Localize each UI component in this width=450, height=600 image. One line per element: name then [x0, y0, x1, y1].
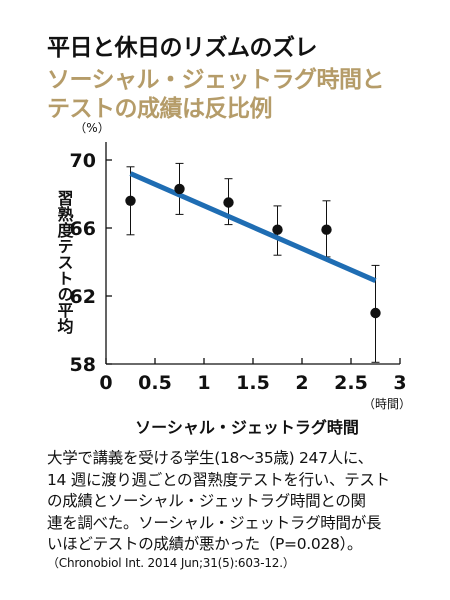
- y-axis-title: 習熟度テストの平均: [55, 190, 74, 335]
- page-subtitle: ソーシャル・ジェットラグ時間と テストの成績は反比例: [47, 66, 385, 124]
- y-tick-label: 66: [70, 218, 96, 240]
- data-point: [321, 224, 332, 235]
- data-points: [125, 183, 381, 319]
- error-bars: [126, 162, 380, 363]
- y-tick-label: 62: [70, 286, 96, 308]
- page-title: 平日と休日のリズムのズレ: [47, 35, 318, 61]
- subtitle-line-2: テストの成績は反比例: [47, 96, 273, 122]
- x-axis-title: ソーシャル・ジェットラグ時間: [135, 418, 359, 437]
- citation: （Chronobiol Int. 2014 Jun;31(5):603-12.）: [47, 556, 295, 570]
- x-tick-label: 1: [197, 372, 210, 394]
- subtitle-line-1: ソーシャル・ジェットラグ時間と: [47, 67, 385, 93]
- x-tick-label: 2.5: [334, 372, 368, 394]
- data-point: [272, 224, 283, 235]
- x-ticks: 0 0.5 1 1.5 2 2.5 3: [99, 358, 407, 394]
- x-tick-label: 0: [99, 372, 112, 394]
- y-unit-label: （%）: [74, 121, 109, 135]
- x-tick-label: 2: [295, 372, 308, 394]
- description-line-3: の成績とソーシャル・ジェットラグ時間との関: [47, 492, 366, 510]
- description: 大学で講義を受ける学生(18〜35歳) 247人に、 14 週に渡り週ごとの習熟…: [47, 448, 419, 556]
- x-tick-label: 0.5: [138, 372, 172, 394]
- y-tick-label: 58: [70, 354, 96, 376]
- data-point: [174, 183, 185, 195]
- x-unit-label: （時間）: [363, 397, 411, 411]
- description-line-1: 大学で講義を受ける学生(18〜35歳) 247人に、: [47, 449, 373, 467]
- data-point: [125, 195, 136, 206]
- y-ticks: 58 62 66 70: [70, 150, 112, 376]
- y-tick-label: 70: [70, 150, 96, 172]
- data-point: [370, 307, 381, 319]
- x-tick-label: 1.5: [236, 372, 270, 394]
- description-line-2: 14 週に渡り週ごとの習熟度テストを行い、テスト: [47, 470, 390, 489]
- data-point: [223, 197, 234, 208]
- description-line-4: 連を調べた。ソーシャル・ジェットラグ時間が長: [47, 513, 382, 532]
- chart: 58 62 66 70 0 0.5 1 1.5 2 2.5 3 （%） （時間） ソーシャル・ジェ…: [55, 121, 412, 437]
- x-tick-label: 3: [393, 372, 406, 394]
- axes: [105, 142, 400, 365]
- trend-line: [129, 171, 377, 283]
- description-line-5: いほどテストの成績が悪かった（P=0.028）。: [47, 535, 363, 553]
